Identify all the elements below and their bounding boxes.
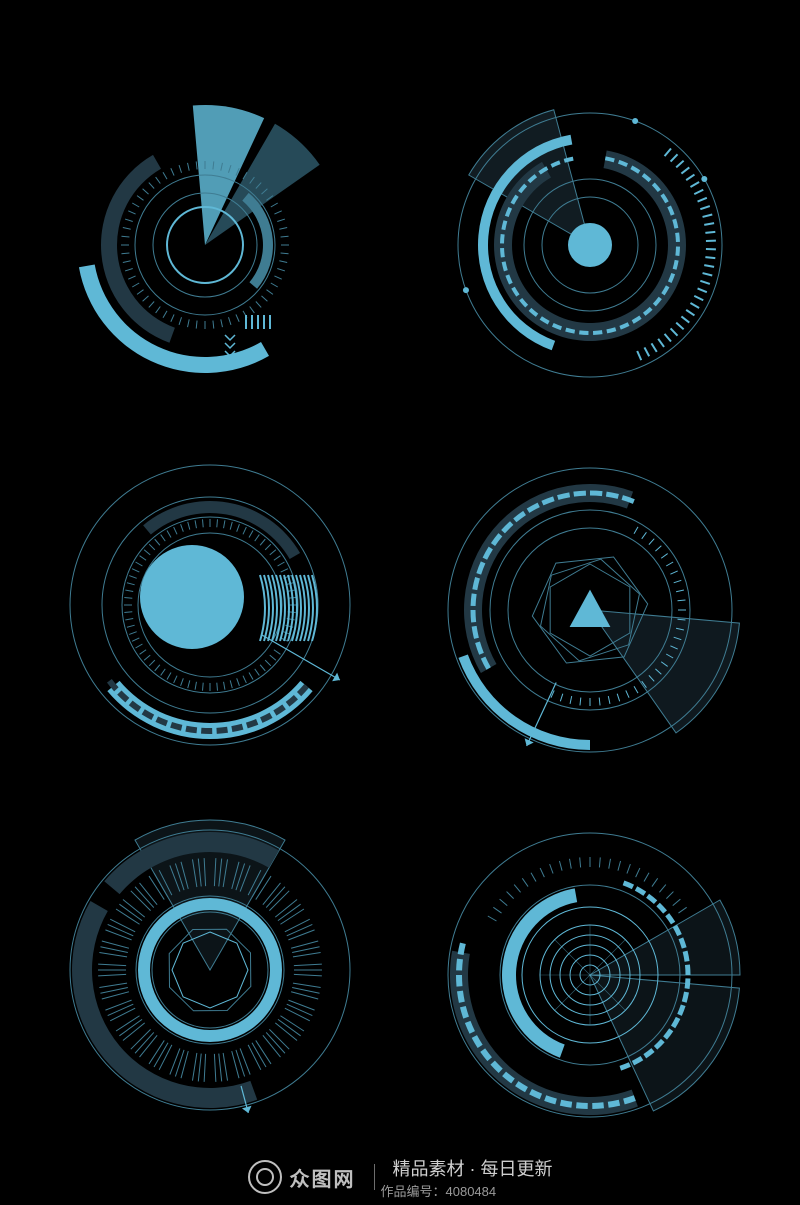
hud-top-right (440, 95, 740, 395)
watermark: 众图网 精品素材 · 每日更新 作品编号：4080484 (0, 1149, 800, 1205)
stage: 众图网 精品素材 · 每日更新 作品编号：4080484 (0, 0, 800, 1205)
watermark-id: 作品编号：4080484 (381, 1181, 553, 1200)
hud-bot-left (55, 815, 365, 1125)
hud-top-left (55, 95, 355, 395)
watermark-brand: 众图网 (290, 1163, 356, 1192)
hud-mid-left (55, 450, 365, 760)
watermark-logo: 众图网 (248, 1160, 356, 1194)
watermark-logo-icon (248, 1160, 282, 1194)
hud-mid-right (430, 450, 750, 770)
watermark-tagline: 精品素材 · 每日更新 (393, 1155, 553, 1181)
watermark-separator (374, 1164, 375, 1190)
hud-bot-right (430, 815, 750, 1135)
watermark-text: 精品素材 · 每日更新 作品编号：4080484 (393, 1155, 553, 1200)
